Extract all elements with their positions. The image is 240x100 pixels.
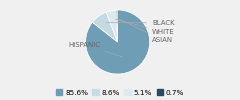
Text: WHITE: WHITE — [115, 19, 175, 35]
Text: ASIAN: ASIAN — [120, 19, 173, 43]
Wedge shape — [92, 12, 118, 42]
Text: HISPANIC: HISPANIC — [68, 42, 123, 57]
Wedge shape — [86, 10, 150, 74]
Text: BLACK: BLACK — [106, 20, 175, 26]
Wedge shape — [106, 10, 118, 42]
Legend: 85.6%, 8.6%, 5.1%, 0.7%: 85.6%, 8.6%, 5.1%, 0.7% — [55, 89, 185, 96]
Wedge shape — [116, 10, 118, 42]
